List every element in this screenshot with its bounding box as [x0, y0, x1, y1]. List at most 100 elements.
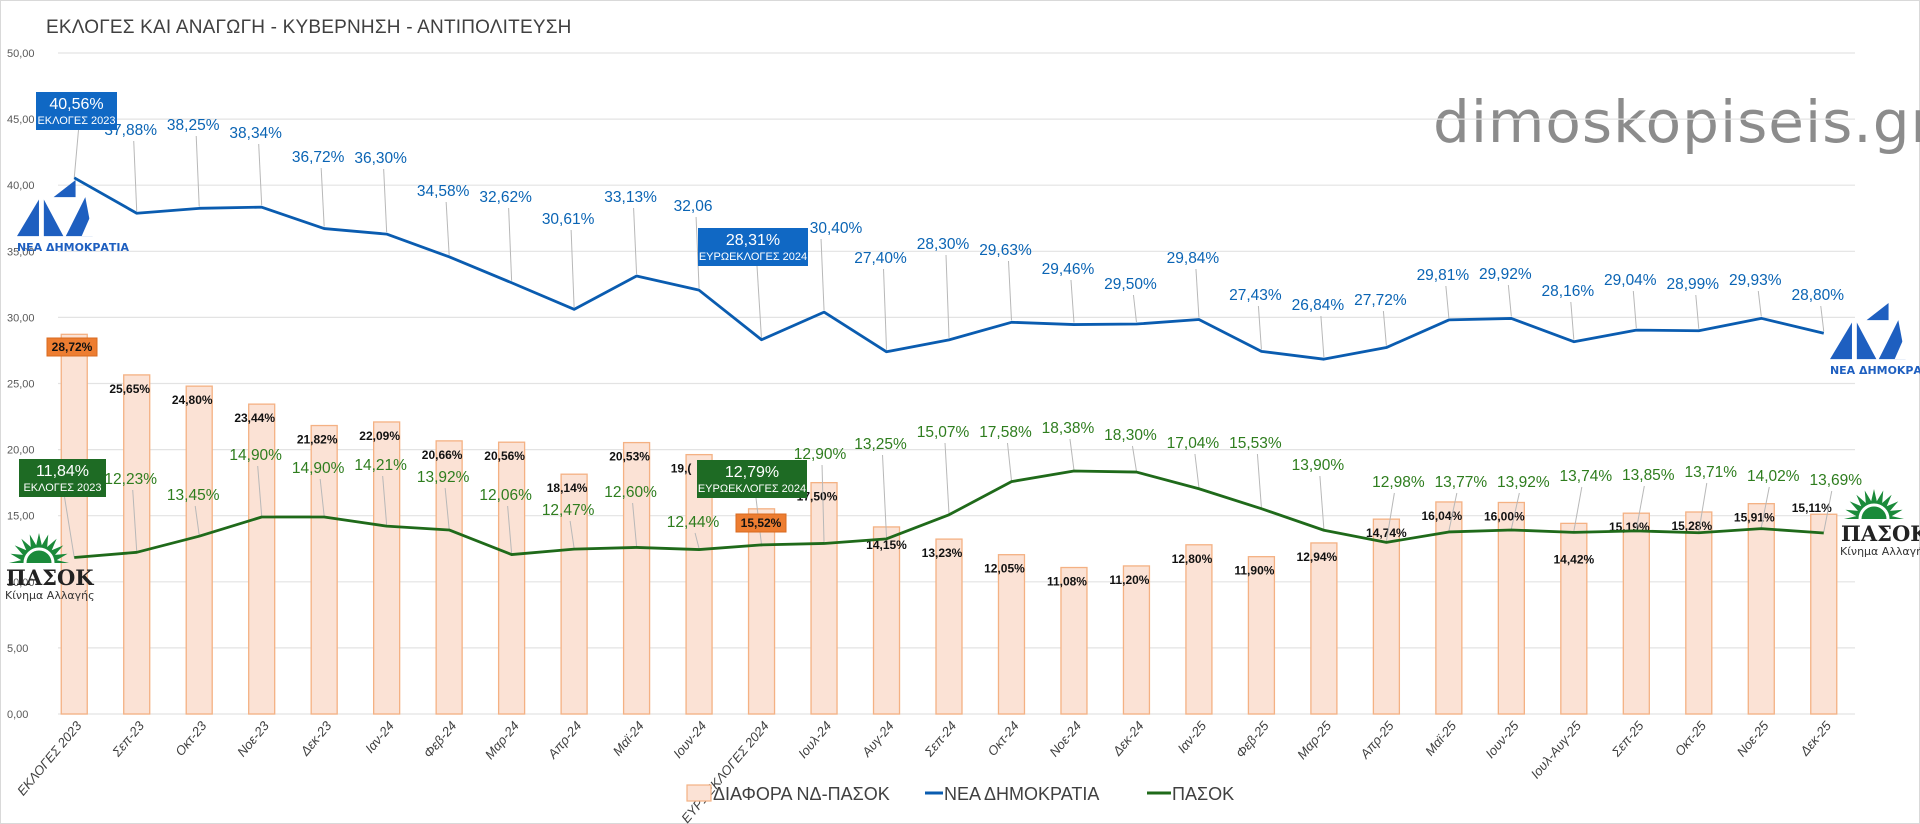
leader-line [195, 135, 200, 207]
watermark: dimoskopiseis.gr [1433, 88, 1920, 156]
bar [1622, 512, 1650, 715]
bar [1310, 542, 1338, 715]
bar [60, 333, 88, 715]
annotation-value: 12,79% [725, 464, 779, 481]
x-tick-label: Οκτ-24 [984, 718, 1021, 758]
leader-line [1195, 268, 1200, 318]
bar-data-label: 20,53% [609, 450, 650, 464]
annotation-caption: ΕΥΡΩΕΚΛΟΓΕΣ 2024 [698, 483, 806, 495]
leader-line [821, 464, 825, 543]
leader-line [1570, 301, 1575, 340]
bar [1685, 511, 1713, 715]
bar-data-label: 24,80% [172, 393, 213, 407]
leader-line [133, 140, 138, 212]
annotation-value: 40,56% [49, 96, 103, 113]
nd-logo-shape [43, 199, 64, 237]
annotation-boxes: 40,56% ΕΚΛΟΓΕΣ 2023 28,31% ΕΥΡΩΕΚΛΟΓΕΣ 2024… [19, 92, 808, 533]
x-tick-label: Νοε-24 [1046, 718, 1084, 759]
bar-data-label: 13,23% [922, 546, 963, 560]
x-tick-label: Αυγ-24 [858, 718, 897, 760]
bar-data-label: 18,14% [547, 481, 588, 495]
pasok-data-label: 12,98% [1372, 474, 1425, 491]
leader-line [507, 505, 513, 554]
x-tick-label: Ιουλ-24 [795, 718, 834, 761]
nd-data-label: 32,62% [479, 189, 532, 206]
annotation-box [36, 92, 117, 130]
pasok-data-label: 14,90% [229, 447, 282, 464]
legend-label-nd: ΝΕΑ ΔΗΜΟΚΡΑΤΙΑ [944, 784, 1099, 804]
nd-data-label: 36,30% [354, 150, 407, 167]
bar-data-label: 14,42% [1553, 552, 1594, 566]
y-tick-label: 20,00 [7, 445, 35, 457]
bars-series [60, 333, 1838, 715]
bar [1810, 513, 1838, 715]
orange-label-box [735, 513, 787, 533]
annotation-caption: ΕΥΡΩΕΚΛΟΓΕΣ 2024 [699, 251, 807, 263]
nd-logo-shape [1830, 322, 1852, 360]
bar [1247, 556, 1276, 715]
pasok-data-label: 18,30% [1104, 427, 1157, 444]
pasok-data-label: 15,07% [917, 424, 970, 441]
bar-data-label: 16,04% [1422, 509, 1463, 523]
nd-logo-shape [17, 199, 39, 237]
nd-logo-shape [81, 216, 96, 237]
bar [497, 441, 526, 715]
nd-data-label: 33,13% [604, 189, 657, 206]
bar [1560, 522, 1588, 715]
bar [435, 440, 463, 715]
nd-logo-shape [1866, 303, 1889, 321]
y-tick-label: 5,00 [7, 643, 28, 655]
pasok-data-label: 17,04% [1167, 435, 1220, 452]
x-tick-label: Φεβ-25 [1233, 718, 1273, 761]
x-tick-label: Σεπ-25 [1608, 718, 1647, 760]
pasok-data-label: 14,90% [292, 460, 345, 477]
y-tick-label: 10,00 [7, 577, 35, 589]
leader-line [1510, 492, 1520, 530]
bar-data-label: 15,11% [1792, 501, 1832, 515]
x-tick-label: Σεπ-23 [109, 718, 148, 760]
leader-line [1382, 310, 1387, 346]
nd-data-label: 30,40% [810, 220, 863, 237]
bar-data-label: 21,82% [297, 433, 338, 447]
leader-line [320, 167, 325, 227]
leader-line [1695, 294, 1700, 329]
nd-data-label: 38,25% [167, 117, 220, 134]
pasok-data-label: 12,90% [794, 446, 847, 463]
pasok-sun-arc [23, 547, 55, 564]
pasok-data-label: 13,71% [1685, 464, 1738, 481]
nd-data-label: 29,81% [1417, 267, 1470, 284]
pasok-data-label: 13,74% [1560, 468, 1613, 485]
y-tick-label: 50,00 [7, 48, 35, 60]
pasok-data-label: 13,69% [1809, 472, 1862, 489]
pasok-data-label: 13,45% [167, 487, 220, 504]
x-tick-label: Μαϊ-24 [610, 718, 647, 758]
legend-label-bar: ΔΙΑΦΟΡΑ ΝΔ-ΠΑΣΟΚ [713, 784, 890, 804]
legend-swatch-bar [686, 784, 712, 802]
leader-line [1445, 285, 1450, 318]
pasok-logo-text: ΠΑΣΟΚ [6, 565, 94, 590]
leader-line [633, 207, 638, 275]
orange-label-box [46, 337, 98, 357]
legend-label-pasok: ΠΑΣΟΚ [1172, 784, 1234, 804]
leader-line [383, 168, 388, 233]
nd-data-label: 27,40% [854, 250, 907, 267]
x-tick-label: Δεκ-23 [297, 718, 335, 759]
x-tick-label: Ιουλ-Αυγ-25 [1528, 718, 1585, 782]
leader-line [1507, 284, 1512, 317]
nd-data-label: 28,99% [1667, 276, 1720, 293]
orange-label-value: 15,52% [741, 516, 782, 530]
leader-line [1132, 294, 1137, 323]
annotation-box [697, 460, 807, 498]
bar [872, 526, 901, 715]
leader-line [382, 475, 388, 526]
x-tick-label: ΕΚΛΟΓΕΣ 2023 [14, 718, 85, 799]
leader-line [1131, 445, 1137, 472]
bar-data-label: 14,15% [866, 538, 907, 552]
nd-logo-shape [1894, 339, 1909, 360]
nd-data-label: 29,46% [1042, 261, 1095, 278]
nd-logo-shape [53, 180, 76, 198]
pasok-data-label: 15,53% [1229, 435, 1282, 452]
nd-logo-shape [1856, 322, 1877, 360]
